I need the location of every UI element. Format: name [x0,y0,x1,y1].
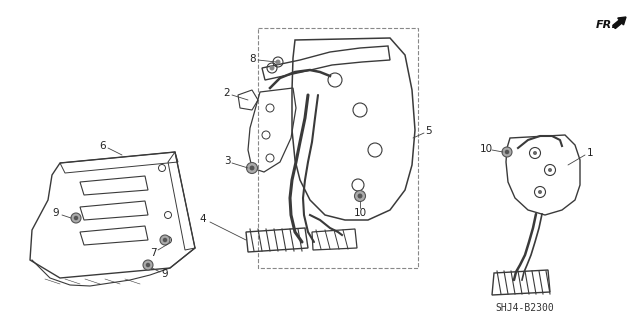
Circle shape [355,190,365,202]
Text: SHJ4-B2300: SHJ4-B2300 [495,303,554,313]
Text: 1: 1 [587,148,593,158]
Text: 9: 9 [52,208,60,218]
Text: 10: 10 [479,144,493,154]
Circle shape [74,216,78,220]
Circle shape [358,194,362,198]
Text: 9: 9 [162,269,168,279]
Circle shape [275,60,280,64]
Circle shape [250,166,255,170]
Circle shape [71,213,81,223]
FancyArrow shape [612,17,626,28]
Text: 4: 4 [200,214,206,224]
Circle shape [505,150,509,154]
Circle shape [548,168,552,172]
Text: 7: 7 [150,248,156,258]
Bar [258,28,418,268]
Circle shape [163,238,167,242]
Circle shape [538,190,542,194]
Text: 3: 3 [224,156,230,166]
Circle shape [146,263,150,267]
Text: 6: 6 [100,141,106,151]
Circle shape [143,260,153,270]
Circle shape [269,65,275,70]
Text: 5: 5 [426,126,432,136]
Text: 2: 2 [224,88,230,98]
Text: 8: 8 [250,54,256,64]
Circle shape [533,151,537,155]
Text: 10: 10 [353,208,367,218]
Circle shape [160,235,170,245]
Circle shape [502,147,512,157]
Circle shape [246,162,257,174]
Text: FR.: FR. [596,20,617,30]
